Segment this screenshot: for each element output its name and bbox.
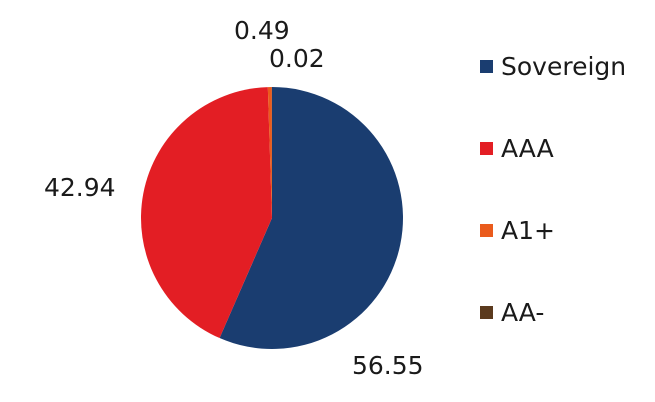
slice-label-a1plus: 0.49 (234, 16, 290, 45)
legend-item-a1plus: A1+ (480, 216, 650, 244)
slice-label-aaa: 42.94 (44, 173, 116, 202)
legend-swatch-aaa (480, 141, 493, 155)
slice-label-sovereign: 56.55 (352, 351, 424, 380)
slice-label-aa-minus: 0.02 (269, 44, 325, 73)
legend-item-sovereign: Sovereign (480, 52, 650, 80)
slice-a1plus (267, 87, 272, 218)
slice-sovereign (219, 87, 403, 349)
legend-item-aaa: AAA (480, 134, 650, 162)
legend-item-aa-minus: AA- (480, 298, 650, 326)
legend-label-sovereign: Sovereign (501, 51, 627, 81)
legend-swatch-aa-minus (480, 305, 493, 319)
legend-swatch-a1plus (480, 223, 493, 237)
slice-aaa (141, 87, 272, 339)
legend-swatch-sovereign (480, 59, 493, 73)
legend-label-aaa: AAA (501, 133, 554, 163)
legend-label-aa-minus: AA- (501, 297, 545, 327)
chart-legend: Sovereign AAA A1+ AA- (480, 52, 650, 380)
legend-label-a1plus: A1+ (501, 215, 555, 245)
